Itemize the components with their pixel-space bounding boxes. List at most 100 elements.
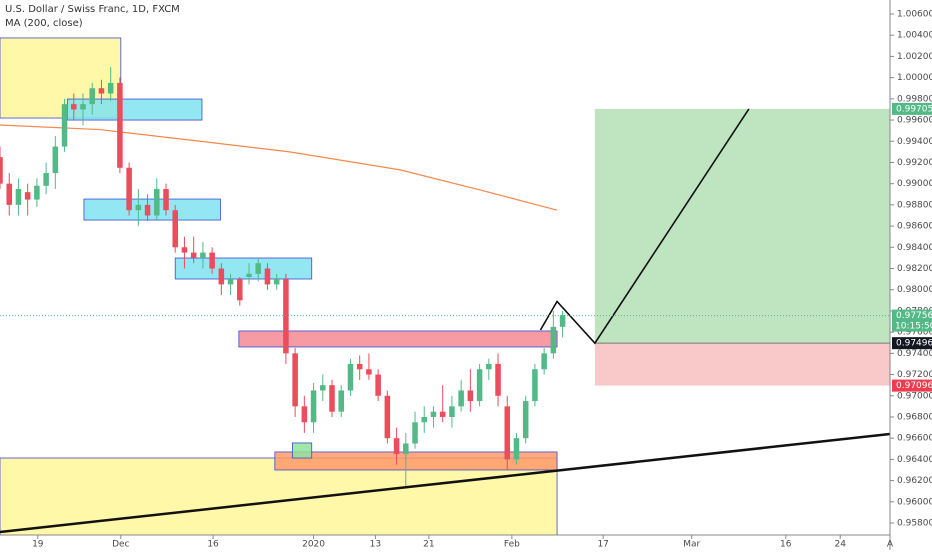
- indicator-legend: MA (200, close): [5, 18, 83, 29]
- candle-body: [209, 252, 215, 269]
- x-tick-label: Dec: [112, 540, 129, 550]
- plot: [0, 67, 891, 534]
- zone: [83, 198, 221, 221]
- candle-body: [246, 273, 252, 277]
- y-tick-label: 0.99600: [897, 116, 932, 126]
- price-label: 0.97756: [896, 311, 932, 321]
- price-label: 0.97496: [896, 339, 932, 349]
- y-tick-label: 1.00200: [897, 52, 932, 62]
- candle-body: [532, 369, 538, 402]
- y-tick-label: 0.97200: [897, 370, 932, 380]
- candle-body: [89, 88, 95, 105]
- x-tick-label: 19: [32, 540, 44, 550]
- candle-body: [6, 183, 12, 205]
- candle-body: [292, 353, 298, 407]
- candle-body: [301, 406, 308, 423]
- candle-body: [264, 268, 271, 285]
- axes: 0.95800 0.96000 0.96200 0.96400 0.96600 0.968…: [32, 9, 932, 550]
- y-tick-label: 0.96000: [897, 497, 932, 507]
- candle-body: [375, 374, 381, 396]
- candle-body: [522, 401, 529, 439]
- candle-body: [495, 363, 501, 396]
- candle-body: [283, 279, 289, 354]
- candle-body: [476, 369, 483, 402]
- y-tick-label: 0.97600: [897, 328, 932, 338]
- candle-body: [15, 188, 22, 205]
- price-label: 0.97096: [896, 381, 932, 391]
- candle-body: [61, 104, 68, 147]
- y-tick-label: 0.97000: [897, 391, 932, 401]
- candle-body: [347, 363, 354, 391]
- candle-body: [135, 204, 142, 211]
- candle-body: [34, 185, 40, 200]
- x-tick-label: 16: [780, 540, 792, 550]
- candle-body: [449, 406, 455, 417]
- candle-body: [52, 146, 59, 174]
- candle-body: [24, 192, 31, 200]
- x-tick-label: Feb: [504, 540, 520, 550]
- candle-body: [421, 416, 428, 423]
- y-tick-label: 0.98400: [897, 243, 932, 253]
- candle-body: [43, 173, 49, 186]
- candle-body: [513, 438, 520, 460]
- x-tick-label: 13: [370, 540, 381, 550]
- y-tick-label: 0.98200: [897, 264, 932, 274]
- candle-body: [458, 390, 464, 407]
- candle-body: [107, 82, 114, 94]
- price-label-bg: [892, 337, 932, 350]
- candle-body: [541, 353, 547, 370]
- candle-body: [163, 188, 169, 211]
- candle-body: [172, 210, 178, 248]
- candle-body: [320, 385, 326, 391]
- candle-body: [0, 157, 3, 184]
- y-tick-label: 0.95800: [897, 519, 932, 529]
- candle-body: [550, 326, 557, 354]
- y-tick-label: 0.96400: [897, 455, 932, 465]
- candle-body: [366, 369, 372, 375]
- x-tick-label: 21: [423, 540, 434, 550]
- zone: [291, 442, 313, 459]
- price-label-bg: [892, 102, 932, 115]
- candle-body: [310, 390, 317, 423]
- candle-body: [71, 104, 77, 110]
- candle-body: [144, 204, 151, 216]
- y-tick-label: 0.99400: [897, 137, 932, 147]
- x-tick-label: 17: [597, 540, 608, 550]
- y-tick-label: 0.98000: [897, 285, 932, 295]
- candle-body: [412, 422, 418, 444]
- y-tick-label: 1.00400: [897, 31, 932, 41]
- candle-body: [486, 363, 492, 370]
- target-zone: [594, 108, 890, 344]
- candle-body: [200, 252, 206, 258]
- y-tick-label: 0.99800: [897, 94, 932, 104]
- y-tick-label: 0.96600: [897, 434, 932, 444]
- candle-body: [384, 395, 391, 439]
- y-tick-label: 0.96200: [897, 476, 932, 486]
- chart-title: U.S. Dollar / Swiss Franc, 1D, FXCM: [5, 4, 180, 15]
- price-label-bg: [892, 309, 932, 322]
- y-tick-label: 0.96800: [897, 412, 932, 422]
- countdown-bg: [892, 320, 932, 332]
- stop-zone: [594, 343, 890, 386]
- zone: [274, 451, 558, 471]
- candle-body: [218, 268, 225, 285]
- y-tick-label: 1.00600: [897, 9, 932, 19]
- x-tick-label: 2020: [302, 540, 325, 550]
- x-tick-label: 24: [834, 540, 846, 550]
- price-label-bg: [892, 379, 932, 392]
- candle-body: [467, 390, 474, 402]
- candle-body: [559, 315, 566, 327]
- candle-body: [255, 263, 262, 274]
- moving-average: [0, 124, 558, 211]
- trendline: [0, 432, 891, 534]
- candle-body: [117, 82, 123, 168]
- candle-body: [154, 188, 160, 216]
- candle-body: [273, 279, 280, 285]
- x-tick-label: 16: [207, 540, 219, 550]
- candle-body: [356, 363, 363, 370]
- countdown: 10:15:50: [895, 322, 932, 332]
- candle-body: [227, 279, 234, 285]
- candle-body: [338, 390, 345, 412]
- candle-body: [181, 247, 188, 253]
- projection-path: [539, 108, 750, 345]
